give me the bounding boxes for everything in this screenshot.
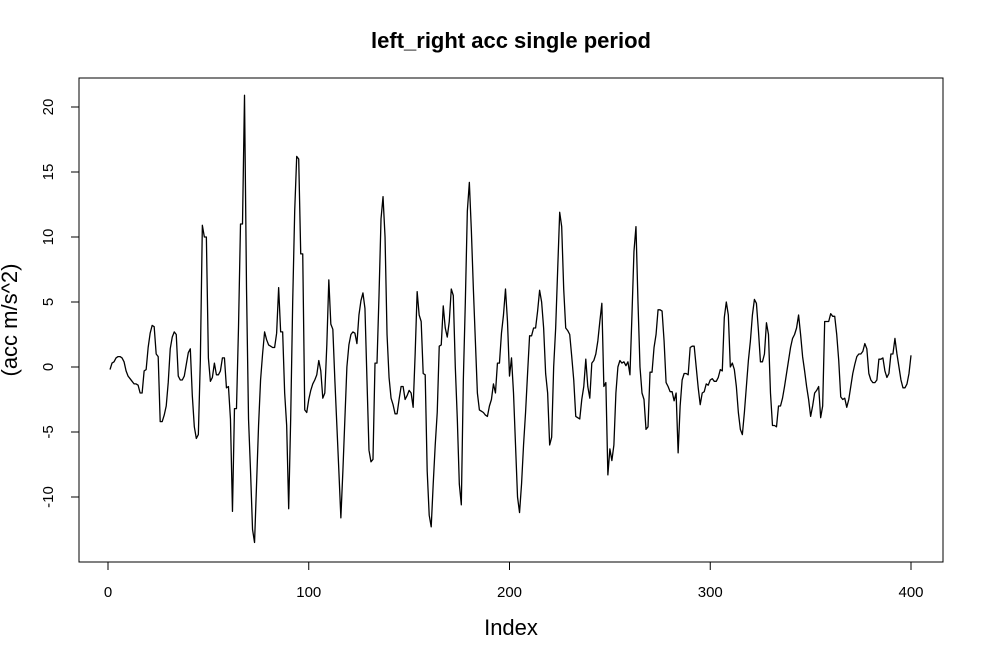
y-tick-label: 0 (40, 363, 57, 371)
y-tick-label: 20 (40, 99, 57, 116)
y-axis: -10 -5 0 5 10 15 20 (40, 99, 79, 508)
x-tick-label: 400 (898, 584, 923, 601)
x-axis-label: Index (484, 615, 538, 640)
chart-title: left_right acc single period (371, 28, 651, 53)
y-tick-label: -10 (40, 486, 57, 508)
x-tick-label: 300 (698, 584, 723, 601)
x-tick-label: 100 (296, 584, 321, 601)
y-tick-label: 10 (40, 229, 57, 246)
series-line (109, 94, 912, 544)
plot-frame (78, 77, 944, 563)
x-axis: 0 100 200 300 400 (104, 562, 924, 601)
x-tick-label: 0 (104, 584, 112, 601)
y-tick-label: 5 (40, 298, 57, 306)
y-axis-label: (acc m/s^2) (0, 264, 22, 377)
y-tick-label: -5 (40, 425, 57, 438)
y-tick-label: 15 (40, 164, 57, 181)
x-tick-label: 200 (497, 584, 522, 601)
